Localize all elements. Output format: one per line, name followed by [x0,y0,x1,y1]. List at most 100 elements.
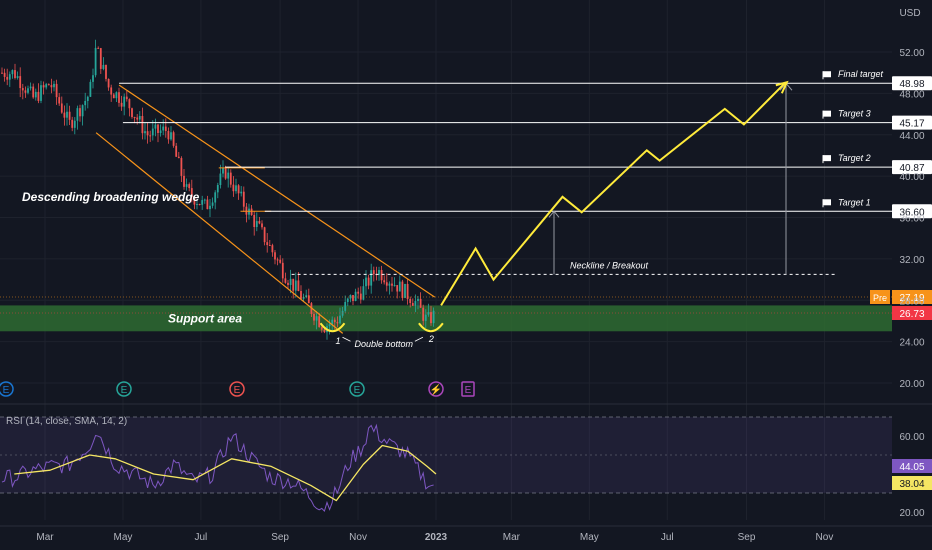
candle-body [300,291,302,299]
candle-body [105,64,107,79]
candle-body [250,208,253,216]
candle-body [307,295,310,304]
earnings-event-icon[interactable]: E [229,381,245,397]
rsi-title: RSI (14, close, SMA, 14, 2) [6,416,127,427]
candle-body [185,184,188,187]
time-axis-tick: 2023 [425,532,448,543]
candle-body [276,259,279,261]
candle-body [287,282,289,285]
candle-body [281,262,284,279]
current-price-tag: 26.73 [899,309,924,320]
target-flag-icon [822,110,831,119]
time-axis-tick: Mar [503,532,521,543]
neckline-label: Neckline / Breakout [570,260,649,270]
price-tag-box [892,459,932,473]
candle-body [6,76,9,80]
candle-body [315,316,318,321]
time-axis-tick: Jul [661,532,674,543]
rsi-value-tag: 38.04 [899,479,924,490]
flag-cloth [823,155,831,162]
candle-body [94,47,97,76]
pre-market-label: Pre [873,293,887,303]
candle-body [144,131,146,134]
candle-body [294,280,297,291]
candle-body [79,108,81,117]
earnings-event-icon[interactable]: E [116,381,132,397]
earnings-event-icon[interactable]: E [349,381,365,397]
candle-body [258,221,261,224]
candle-body [50,85,53,88]
time-axis-tick: Sep [271,532,289,543]
candle-body [349,295,352,299]
candle-body [73,120,76,128]
candle-body [383,280,386,283]
candle-body [190,188,193,198]
current-price-tag: 27.19 [899,293,924,304]
candle-body [55,83,58,98]
candle-body [430,312,432,324]
candle-body [414,301,417,306]
candle-body [120,102,123,107]
candle-body [346,298,349,302]
candle-body [172,132,175,146]
candle-body [354,291,357,301]
target-level-label: Target 3 [838,109,871,119]
candle-body [1,72,3,74]
candle-body [274,252,276,260]
earnings-event-icon[interactable]: E [461,381,475,397]
candle-body [391,283,393,286]
candle-body [157,124,159,134]
dividend-event-icon[interactable]: ⚡ [428,381,444,397]
candle-body [229,172,232,185]
price-tag-box [892,476,932,490]
candle-body [292,278,295,291]
event-marker-label: E [354,385,361,396]
candle-body [206,199,209,210]
candle-body [37,91,40,101]
candle-body [339,315,341,324]
candle-body [263,227,266,243]
candle-body [188,184,191,189]
candle-body [99,48,102,69]
target-level-price-tag: 40.87 [899,163,924,174]
candle-body [419,298,422,308]
event-marker-circle [0,381,14,397]
candle-body [201,200,204,205]
candle-body [193,197,196,205]
candle-body [362,286,365,300]
candle-body [8,74,11,80]
target-flag-icon [822,155,831,164]
candle-body [136,117,139,120]
candle-body [110,87,113,95]
candle-body [89,81,92,97]
price-axis-tick: 24.00 [899,338,924,349]
candle-body [112,94,115,99]
candle-body [170,132,172,140]
candle-body [427,312,430,315]
candle-body [432,310,435,324]
target-level-price-tag: 36.60 [899,207,924,218]
candle-body [149,135,152,137]
candle-body [29,86,32,89]
candle-body [164,126,167,131]
candle-body [27,88,29,93]
candle-body [328,324,331,327]
price-axis-tick: 32.00 [899,255,924,266]
candle-body [3,72,6,77]
candle-body [398,281,401,292]
candle-body [53,83,55,88]
projection-path [440,82,786,306]
event-marker-label: E [121,385,128,396]
measure-arrow-small-head [548,210,560,218]
earnings-event-icon[interactable]: E [0,381,14,397]
candle-body [404,283,406,298]
rsi-axis-tick: 20.00 [899,508,924,519]
candle-body [58,97,61,104]
candle-body [417,298,419,302]
candle-body [209,205,211,210]
candle-body [365,277,367,287]
candle-body [141,116,144,134]
target-level-label: Final target [838,69,884,79]
candle-body [284,278,287,283]
